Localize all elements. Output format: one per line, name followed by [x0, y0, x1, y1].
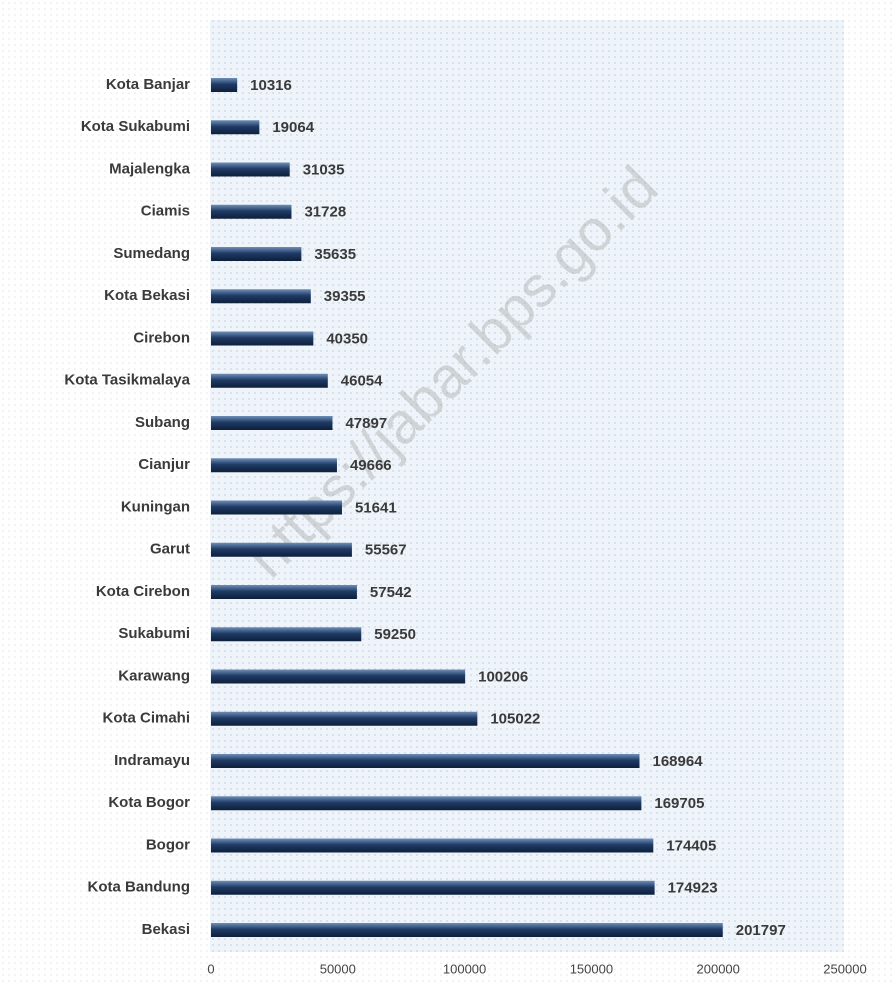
bar — [211, 373, 328, 388]
y-tick-label: Cianjur — [138, 456, 190, 473]
y-tick-label: Kota Cirebon — [96, 583, 190, 600]
bar — [211, 754, 640, 768]
value-label: 169705 — [654, 795, 704, 812]
value-label: 39355 — [324, 288, 366, 305]
y-tick-label: Garut — [150, 541, 190, 558]
bar — [211, 627, 362, 642]
value-label: 201797 — [736, 922, 786, 939]
x-tick-label: 150000 — [570, 961, 613, 976]
y-tick-label: Kuningan — [121, 498, 190, 515]
value-label: 168964 — [652, 753, 703, 770]
value-label: 31728 — [304, 204, 346, 221]
y-tick-label: Kota Bandung — [88, 879, 191, 896]
y-tick-label: Indramayu — [114, 752, 190, 769]
bar — [211, 542, 352, 557]
x-tick-label: 250000 — [823, 961, 866, 976]
bar — [211, 416, 333, 430]
y-tick-label: Bekasi — [142, 921, 190, 938]
y-tick-label: Kota Cimahi — [102, 710, 190, 727]
bar — [211, 838, 654, 853]
value-label: 19064 — [272, 119, 314, 136]
y-tick-label: Subang — [135, 414, 190, 431]
bar — [211, 247, 302, 261]
value-label: 105022 — [490, 711, 540, 728]
y-tick-label: Kota Sukabumi — [81, 118, 190, 135]
value-label: 59250 — [374, 626, 416, 643]
value-label: 47897 — [345, 415, 387, 432]
bar — [211, 204, 292, 219]
x-tick-label: 200000 — [697, 961, 740, 976]
value-label: 46054 — [341, 373, 383, 390]
x-tick-label: 50000 — [320, 961, 356, 976]
y-tick-label: Cirebon — [133, 329, 190, 346]
bar — [211, 331, 314, 346]
y-tick-label: Majalengka — [109, 160, 191, 177]
y-tick-label: Bogor — [146, 836, 190, 853]
value-label: 51641 — [355, 499, 397, 516]
x-tick-label: 0 — [207, 961, 214, 976]
value-label: 40350 — [326, 330, 368, 347]
bar — [211, 796, 642, 811]
bar — [211, 78, 238, 92]
y-tick-label: Kota Bekasi — [104, 287, 190, 304]
value-label: 174923 — [668, 880, 718, 897]
value-label: 31035 — [303, 161, 345, 178]
bar — [211, 880, 655, 895]
value-label: 49666 — [350, 457, 392, 474]
value-label: 100206 — [478, 668, 528, 685]
bar — [211, 669, 466, 684]
y-tick-label: Kota Bogor — [108, 794, 190, 811]
value-label: 57542 — [370, 584, 412, 601]
y-tick-label: Ciamis — [141, 203, 190, 220]
y-tick-label: Sukabumi — [118, 625, 190, 642]
x-tick-label: 100000 — [443, 961, 486, 976]
bar — [211, 120, 260, 135]
y-tick-label: Kota Tasikmalaya — [64, 372, 190, 389]
bar — [211, 500, 342, 515]
y-tick-label: Sumedang — [113, 245, 190, 262]
y-tick-label: Kota Banjar — [106, 76, 190, 93]
bar — [211, 585, 357, 599]
value-label: 55567 — [365, 542, 407, 559]
bar — [211, 162, 290, 177]
bar — [211, 458, 337, 473]
bar — [211, 923, 723, 937]
bar — [211, 711, 478, 726]
value-label: 174405 — [666, 837, 716, 854]
bar — [211, 289, 311, 304]
value-label: 35635 — [314, 246, 356, 263]
y-tick-label: Karawang — [118, 667, 190, 684]
value-label: 10316 — [250, 77, 292, 94]
